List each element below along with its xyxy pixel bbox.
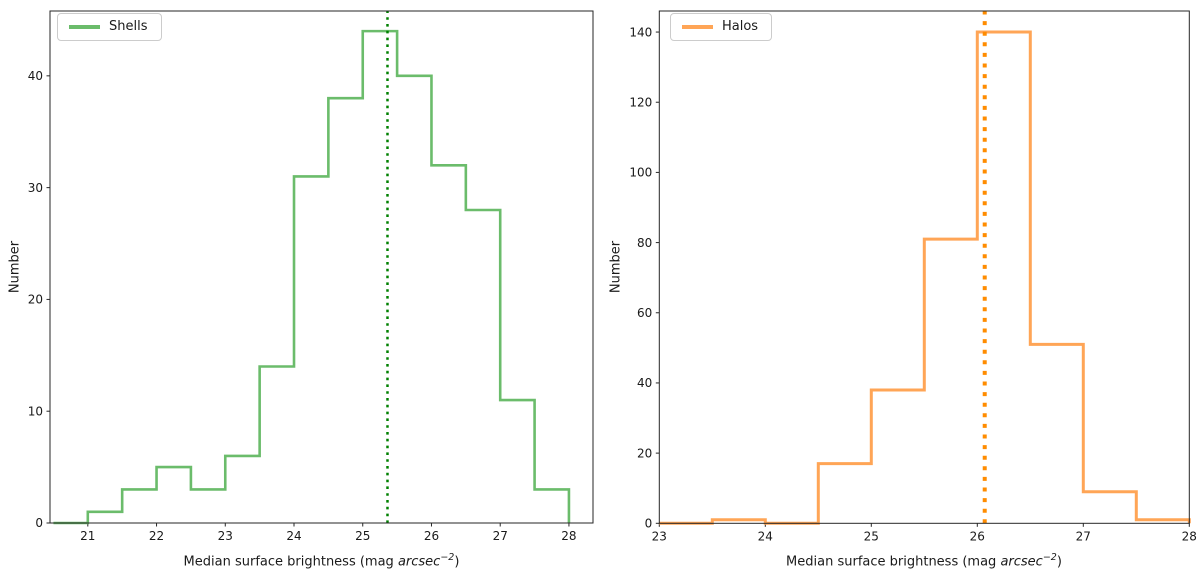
halos-line-swatch — [682, 25, 713, 29]
plot-border — [49, 10, 594, 524]
x-axis-label-text: Median surface brightness (mag — [786, 554, 1001, 570]
legend-halos: Halos — [670, 13, 773, 41]
x-axis-label-text: Median surface brightness (mag — [183, 554, 398, 570]
x-axis-label-superscript: −2 — [440, 552, 455, 563]
y-tick-label: 40 — [28, 69, 43, 83]
x-tick-label: 23 — [218, 529, 233, 543]
x-tick-label: 27 — [1076, 529, 1091, 543]
y-tick-label: 80 — [637, 236, 652, 250]
x-tick-label: 27 — [493, 529, 508, 543]
y-tick-label: 10 — [28, 404, 43, 418]
y-tick-label: 40 — [637, 376, 652, 390]
halos-panel: 23 24 25 26 27 28 0 20 40 60 80 100 120 140 Halos Med… — [600, 0, 1200, 577]
x-tick-label: 23 — [652, 529, 667, 543]
x-axis-label-italic: arcsec — [1000, 554, 1043, 570]
x-axis-label-suffix: ) — [454, 554, 460, 570]
x-axis-label-superscript: −2 — [1042, 552, 1057, 563]
legend-label-shells: Shells — [109, 19, 148, 34]
x-tick-label: 26 — [970, 529, 985, 543]
x-tick-label: 22 — [149, 529, 164, 543]
plot-border — [658, 10, 1190, 524]
y-tick-label: 100 — [629, 166, 652, 180]
legend-label-halos: Halos — [722, 19, 759, 34]
x-axis-label-italic: arcsec — [397, 554, 441, 570]
y-tick-label: 0 — [645, 517, 653, 531]
y-tick-label: 20 — [28, 293, 43, 307]
y-axis-label-halos: Number — [608, 240, 624, 294]
y-tick-label: 140 — [629, 25, 652, 39]
x-axis-label-halos: Median surface brightness (mag arcsec−2) — [659, 552, 1189, 570]
x-tick-label: 28 — [561, 529, 576, 543]
x-tick-label: 28 — [1182, 529, 1197, 543]
y-axis-label-shells: Number — [7, 240, 23, 294]
y-tick-label: 30 — [28, 181, 43, 195]
shells-line-swatch — [69, 25, 100, 29]
x-tick-label: 25 — [864, 529, 879, 543]
x-tick-label: 24 — [758, 529, 773, 543]
x-tick-label: 24 — [286, 529, 301, 543]
y-tick-label: 20 — [637, 446, 652, 460]
shells-histogram-svg: 21 22 23 24 25 26 27 28 0 10 20 30 40 — [28, 10, 594, 543]
x-axis-label-suffix: ) — [1056, 554, 1062, 570]
x-tick-label: 25 — [355, 529, 370, 543]
histogram-step-line — [53, 29, 571, 525]
x-tick-label: 26 — [424, 529, 439, 543]
x-tick-label: 21 — [80, 529, 95, 543]
y-tick-label: 60 — [637, 306, 652, 320]
legend-shells: Shells — [57, 13, 162, 41]
y-tick-label: 120 — [629, 95, 652, 109]
histogram-step-line — [659, 30, 1191, 525]
x-axis-label-shells: Median surface brightness (mag arcsec−2) — [50, 552, 593, 570]
halos-histogram-svg: 23 24 25 26 27 28 0 20 40 60 80 100 120 140 — [629, 10, 1197, 543]
y-tick-label: 0 — [35, 516, 43, 530]
shells-panel: 21 22 23 24 25 26 27 28 0 10 20 30 40 Shells Median … — [7, 10, 594, 570]
